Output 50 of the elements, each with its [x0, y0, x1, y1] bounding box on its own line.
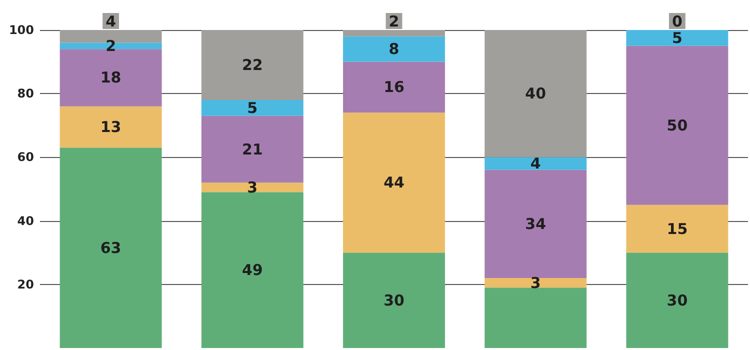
data-label: 2 [106, 36, 116, 55]
data-label: 22 [242, 56, 263, 74]
data-label: 5 [672, 28, 682, 47]
data-label: 50 [666, 116, 688, 134]
data-label: 49 [242, 261, 263, 280]
bar [626, 252, 728, 348]
data-label: 21 [242, 140, 263, 158]
data-label: 30 [666, 291, 688, 310]
data-label: 16 [384, 78, 404, 96]
bar [60, 106, 162, 148]
bar [343, 112, 445, 253]
bar [201, 30, 304, 100]
data-label: 4 [106, 12, 116, 30]
data-label: 3 [530, 274, 541, 292]
y-tick-label: 40 [17, 214, 34, 228]
y-tick-label: 20 [17, 277, 34, 292]
bar [484, 30, 587, 158]
data-label: 44 [384, 174, 404, 192]
bar [201, 192, 304, 348]
y-tick-label: 60 [17, 150, 34, 164]
bar [60, 49, 162, 106]
bar [484, 278, 587, 288]
bar [201, 182, 304, 192]
bar [343, 36, 445, 62]
data-label: 63 [100, 238, 122, 257]
data-label: 2 [388, 12, 400, 30]
bar [484, 170, 587, 278]
data-label: 4 [530, 154, 541, 173]
bar [343, 252, 445, 348]
data-label: 34 [525, 214, 546, 233]
bar [60, 148, 162, 348]
y-tick-label: 80 [17, 86, 34, 101]
bar [343, 62, 445, 113]
bar [484, 157, 587, 170]
data-label: 8 [388, 40, 400, 58]
data-label: 30 [384, 291, 404, 310]
bar [484, 288, 587, 348]
data-label: 5 [247, 98, 258, 117]
y-tick-label: 100 [8, 23, 34, 37]
bar [626, 30, 728, 46]
data-label: 15 [666, 220, 688, 238]
data-label: 18 [100, 68, 122, 87]
data-label: 3 [247, 178, 258, 196]
data-label: 13 [100, 118, 122, 136]
bar [201, 100, 304, 116]
data-label: 40 [525, 84, 546, 103]
bar [626, 204, 728, 253]
data-label: 0 [672, 12, 682, 30]
bar [626, 46, 728, 205]
bar [201, 116, 304, 183]
